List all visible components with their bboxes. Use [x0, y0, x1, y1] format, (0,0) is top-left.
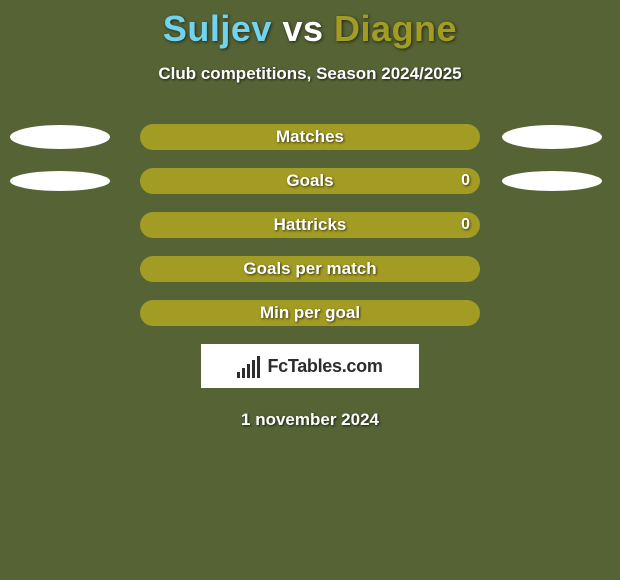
stat-label: Goals	[140, 168, 480, 194]
stat-row-matches: Matches	[0, 124, 620, 150]
decorative-ellipse-right	[502, 171, 602, 191]
stat-bar: Min per goal	[140, 300, 480, 326]
brand-text: FcTables.com	[267, 356, 382, 377]
decorative-ellipse-left	[10, 125, 110, 149]
title-vs: vs	[282, 8, 323, 49]
page-title: Suljev vs Diagne	[0, 8, 620, 50]
brand-badge: FcTables.com	[201, 344, 419, 388]
stat-value-right: 0	[461, 212, 470, 238]
stat-bar: Matches	[140, 124, 480, 150]
decorative-ellipse-right	[502, 125, 602, 149]
stat-label: Matches	[140, 124, 480, 150]
title-player1: Suljev	[163, 8, 272, 49]
decorative-ellipse-left	[10, 171, 110, 191]
brand-icon-bar	[242, 368, 245, 378]
stat-bar: Goals0	[140, 168, 480, 194]
brand-icon-bar	[237, 372, 240, 378]
bar-chart-icon	[237, 354, 261, 378]
stat-rows: MatchesGoals0Hattricks0Goals per matchMi…	[0, 124, 620, 326]
brand-icon-bar	[247, 364, 250, 378]
stat-row-minpg: Min per goal	[0, 300, 620, 326]
title-player2: Diagne	[334, 8, 457, 49]
stat-label: Hattricks	[140, 212, 480, 238]
stat-row-goals: Goals0	[0, 168, 620, 194]
subtitle: Club competitions, Season 2024/2025	[0, 64, 620, 84]
stat-label: Goals per match	[140, 256, 480, 282]
comparison-infographic: Suljev vs Diagne Club competitions, Seas…	[0, 0, 620, 580]
stat-row-gpm: Goals per match	[0, 256, 620, 282]
stat-bar: Hattricks0	[140, 212, 480, 238]
date: 1 november 2024	[0, 410, 620, 430]
stat-row-hattricks: Hattricks0	[0, 212, 620, 238]
stat-bar: Goals per match	[140, 256, 480, 282]
brand-icon-bar	[257, 356, 260, 378]
stat-value-right: 0	[461, 168, 470, 194]
brand-icon-bar	[252, 360, 255, 378]
stat-label: Min per goal	[140, 300, 480, 326]
